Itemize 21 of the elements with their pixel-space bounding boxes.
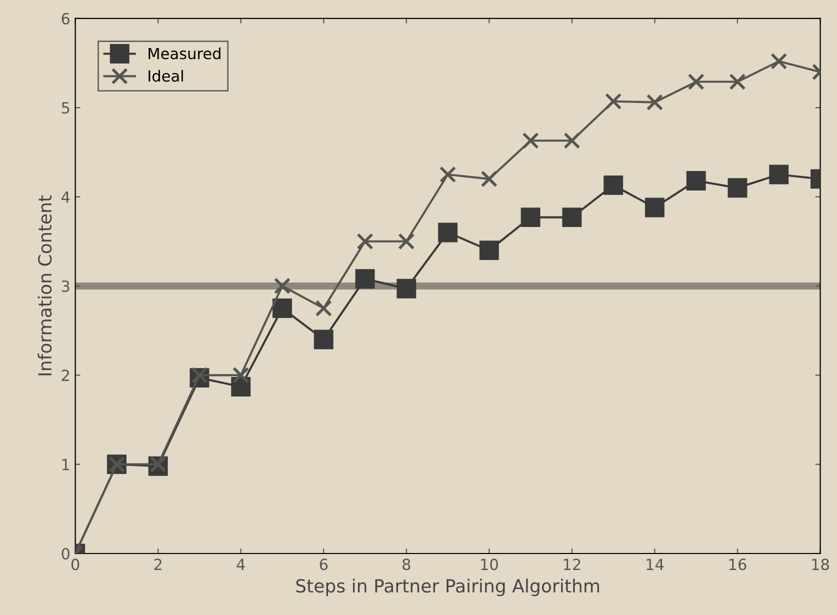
x-tick-label: 10 bbox=[481, 558, 498, 570]
y-tick-label: 2 bbox=[62, 370, 69, 381]
y-tick-label: 3 bbox=[62, 280, 70, 292]
x-tick-label: 8 bbox=[402, 558, 410, 570]
y-tick-label: 0 bbox=[62, 548, 70, 560]
legend-label: Measured bbox=[148, 47, 220, 60]
x-axis-title: Steps in Partner Pairing Algorithm bbox=[296, 578, 600, 596]
x-tick-label: 6 bbox=[320, 558, 328, 570]
x-tick-label: 14 bbox=[646, 558, 664, 570]
y-tick-label: 1 bbox=[62, 458, 70, 470]
y-tick-label: 4 bbox=[61, 191, 70, 203]
x-tick-label: 16 bbox=[729, 558, 746, 570]
x-tick-label: 2 bbox=[154, 558, 162, 570]
y-tick-label: 6 bbox=[62, 12, 70, 24]
x-tick-label: 4 bbox=[236, 558, 245, 570]
x-tick-label: 0 bbox=[71, 558, 80, 570]
x-tick-label: 12 bbox=[564, 558, 580, 570]
y-axis-title: Information Content bbox=[38, 195, 52, 376]
y-tick-label: 5 bbox=[62, 102, 70, 114]
legend-label: Ideal bbox=[148, 70, 183, 82]
x-tick-label: 18 bbox=[812, 558, 829, 570]
